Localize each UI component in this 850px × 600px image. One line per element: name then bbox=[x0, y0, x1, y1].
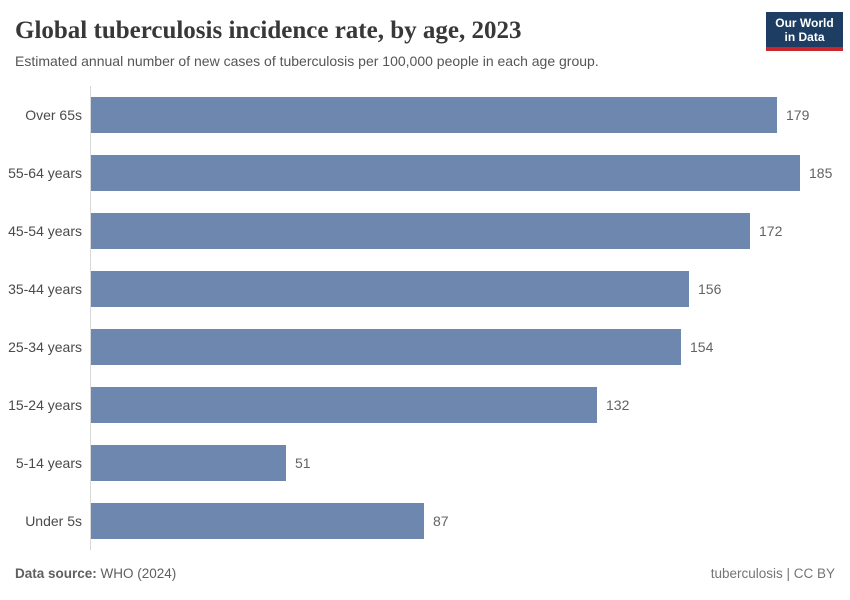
value-label: 156 bbox=[698, 281, 722, 297]
bar-chart: Over 65s 179 55-64 years 185 45-54 years… bbox=[0, 86, 850, 550]
value-label: 132 bbox=[606, 397, 630, 413]
data-source-label: Data source: bbox=[15, 566, 97, 581]
bar-track: 51 bbox=[91, 445, 850, 481]
bar-track: 154 bbox=[91, 329, 850, 365]
category-label: 55-64 years bbox=[8, 165, 82, 181]
category-label: Under 5s bbox=[25, 513, 82, 529]
category-label: 15-24 years bbox=[8, 397, 82, 413]
chart-footer: Data source: WHO (2024) tuberculosis | C… bbox=[15, 566, 835, 581]
bar-track: 179 bbox=[91, 97, 850, 133]
bar bbox=[91, 387, 597, 423]
license-note: tuberculosis | CC BY bbox=[710, 566, 835, 581]
bar-track: 185 bbox=[91, 155, 850, 191]
bar bbox=[91, 445, 286, 481]
bar bbox=[91, 271, 689, 307]
owid-logo-line1: Our World bbox=[775, 15, 834, 30]
chart-subtitle: Estimated annual number of new cases of … bbox=[15, 53, 599, 69]
bar bbox=[91, 97, 777, 133]
bar bbox=[91, 329, 681, 365]
bar bbox=[91, 213, 750, 249]
bar bbox=[91, 503, 424, 539]
bar-track: 87 bbox=[91, 503, 850, 539]
bar-chart-row: 25-34 years 154 bbox=[0, 318, 850, 376]
bar-chart-row: Over 65s 179 bbox=[0, 86, 850, 144]
value-label: 154 bbox=[690, 339, 714, 355]
owid-logo-line2: in Data bbox=[784, 29, 825, 44]
page-title: Global tuberculosis incidence rate, by a… bbox=[15, 17, 522, 44]
data-source-value: WHO (2024) bbox=[96, 566, 177, 581]
value-label: 185 bbox=[809, 165, 833, 181]
value-label: 172 bbox=[759, 223, 783, 239]
value-label: 179 bbox=[786, 107, 810, 123]
bar-track: 156 bbox=[91, 271, 850, 307]
bar-track: 132 bbox=[91, 387, 850, 423]
bar-chart-row: 15-24 years 132 bbox=[0, 376, 850, 434]
owid-logo-red-bar bbox=[766, 47, 843, 51]
data-source: Data source: WHO (2024) bbox=[15, 566, 176, 581]
bar-chart-row: 5-14 years 51 bbox=[0, 434, 850, 492]
owid-logo-navy: Our World in Data bbox=[766, 12, 843, 47]
value-label: 51 bbox=[295, 455, 311, 471]
owid-logo: Our World in Data bbox=[766, 12, 843, 51]
y-axis-line bbox=[90, 86, 91, 550]
category-label: Over 65s bbox=[25, 107, 82, 123]
category-label: 25-34 years bbox=[8, 339, 82, 355]
category-label: 5-14 years bbox=[15, 455, 82, 471]
bar-chart-row: 35-44 years 156 bbox=[0, 260, 850, 318]
category-label: 35-44 years bbox=[8, 281, 82, 297]
bar-chart-row: 45-54 years 172 bbox=[0, 202, 850, 260]
bar-track: 172 bbox=[91, 213, 850, 249]
bar-chart-row: 55-64 years 185 bbox=[0, 144, 850, 202]
bar-chart-row: Under 5s 87 bbox=[0, 492, 850, 550]
value-label: 87 bbox=[433, 513, 449, 529]
bar bbox=[91, 155, 800, 191]
category-label: 45-54 years bbox=[8, 223, 82, 239]
